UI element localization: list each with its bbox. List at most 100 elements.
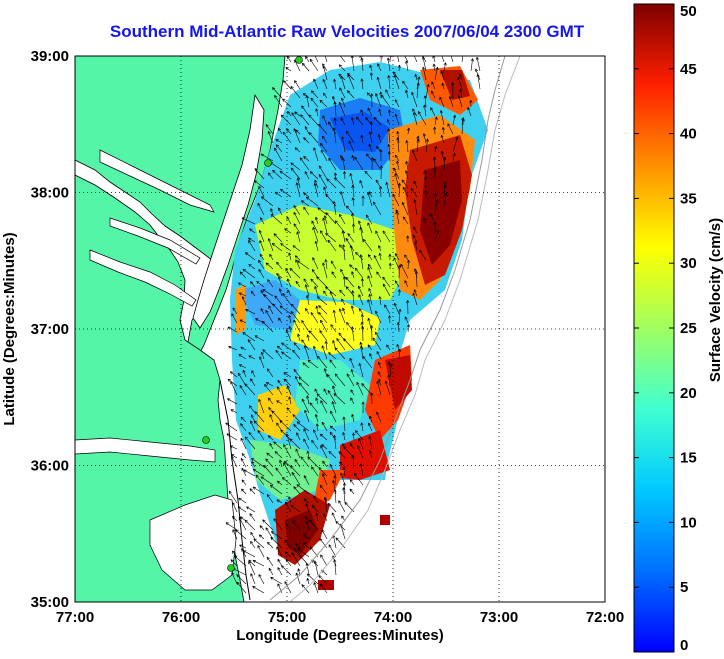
velocity-arrow (292, 245, 301, 252)
y-tick-label: 35:00 (31, 594, 69, 611)
velocity-arrow (276, 480, 283, 486)
velocity-arrow (336, 338, 346, 351)
velocity-arrow (341, 157, 346, 171)
velocity-arrow (439, 110, 445, 126)
velocity-arrow (225, 522, 238, 531)
velocity-arrow (303, 206, 310, 216)
velocity-arrow (275, 467, 283, 477)
velocity-arrow (434, 199, 439, 216)
velocity-arrow (406, 299, 410, 315)
velocity-arrow (283, 378, 292, 387)
velocity-arrow (322, 473, 328, 486)
velocity-arrow (323, 513, 328, 522)
velocity-arrow (362, 238, 373, 252)
velocity-arrow (320, 445, 328, 459)
velocity-arrow (264, 383, 274, 396)
velocity-arrow (234, 555, 247, 567)
velocity-arrow (405, 140, 409, 153)
velocity-arrow (361, 195, 365, 207)
velocity-arrow (338, 213, 346, 225)
velocity-arrow (352, 223, 356, 234)
x-tick-label: 75:00 (268, 609, 306, 626)
velocity-arrow (350, 389, 355, 396)
velocity-arrow (340, 75, 346, 90)
velocity-arrow (252, 468, 265, 477)
velocity-arrow (341, 298, 346, 306)
grid-lines (75, 56, 605, 602)
velocity-arrow (405, 161, 409, 171)
velocity-arrow (246, 506, 256, 513)
albemarle-sound (75, 437, 216, 463)
velocity-arrow (308, 114, 319, 126)
velocity-arrow (226, 433, 238, 441)
velocity-arrow (393, 71, 400, 81)
velocity-arrow (271, 410, 283, 423)
velocity-arrow (318, 123, 328, 135)
velocity-arrow (333, 101, 337, 117)
velocity-arrow (285, 329, 292, 342)
velocity-arrow (412, 292, 418, 306)
velocity-arrow (332, 200, 337, 216)
velocity-arrow (248, 355, 256, 360)
velocity-arrow (293, 211, 301, 225)
velocity-arrow (282, 131, 292, 144)
velocity-arrow (296, 421, 310, 432)
velocity-arrow (322, 65, 328, 81)
velocity-arrow (280, 114, 292, 126)
velocity-arrow (274, 295, 283, 306)
velocity-arrow (350, 56, 355, 72)
velocity-arrow (389, 363, 393, 378)
river-james (89, 249, 197, 307)
velocity-arrow (309, 519, 319, 531)
velocity-arrow (443, 181, 447, 189)
velocity-arrow (379, 149, 383, 162)
colorbar-tick-label: 30 (680, 255, 697, 272)
velocity-arrow (306, 577, 310, 585)
velocity-arrow (402, 186, 409, 198)
y-tick-label: 39:00 (31, 48, 69, 65)
velocity-arrow (293, 205, 301, 216)
velocity-arrow (333, 559, 337, 576)
velocity-arrow (228, 345, 238, 351)
velocity-arrow (387, 75, 391, 90)
velocity-arrow (320, 230, 328, 243)
velocity-arrow (467, 107, 472, 117)
velocity-arrow (377, 361, 382, 369)
velocity-arrow (269, 253, 274, 261)
velocity-arrow (360, 57, 364, 72)
velocity-arrow (340, 191, 346, 207)
velocity-arrow (282, 98, 292, 108)
velocity-arrow (432, 56, 436, 63)
x-tick-label: 74:00 (374, 609, 412, 626)
velocity-arrow (351, 413, 355, 423)
velocity-arrow (270, 213, 283, 225)
velocity-arrow (266, 556, 274, 567)
y-tick-label: 37:00 (31, 321, 69, 338)
velocity-arrow (293, 424, 301, 432)
y-tick-label: 38:00 (31, 185, 69, 202)
velocity-arrow (350, 369, 355, 378)
velocity-arrow (328, 544, 337, 558)
velocity-arrow (306, 573, 319, 585)
velocity-arrow (277, 379, 283, 387)
velocity-arrow (229, 371, 238, 378)
velocity-arrow (352, 432, 356, 441)
velocity-arrow (360, 109, 364, 117)
velocity-arrow (290, 167, 301, 180)
velocity-arrow (266, 368, 274, 378)
velocity-arrow (290, 310, 301, 324)
velocity-arrow (241, 488, 247, 495)
velocity-arrow (367, 107, 373, 117)
velocity-arrow (258, 230, 265, 243)
velocity-arrow (413, 289, 418, 297)
velocity-arrow (287, 289, 292, 297)
velocity-arrow (250, 290, 256, 297)
velocity-arrow (315, 216, 319, 225)
velocity-arrow (393, 167, 400, 180)
velocity-arrow (396, 343, 400, 351)
velocity-arrow (267, 541, 274, 549)
velocity-arrow (429, 213, 436, 225)
velocity-arrow (312, 504, 319, 513)
velocity-arrow (241, 467, 247, 477)
velocity-arrow (393, 257, 400, 270)
